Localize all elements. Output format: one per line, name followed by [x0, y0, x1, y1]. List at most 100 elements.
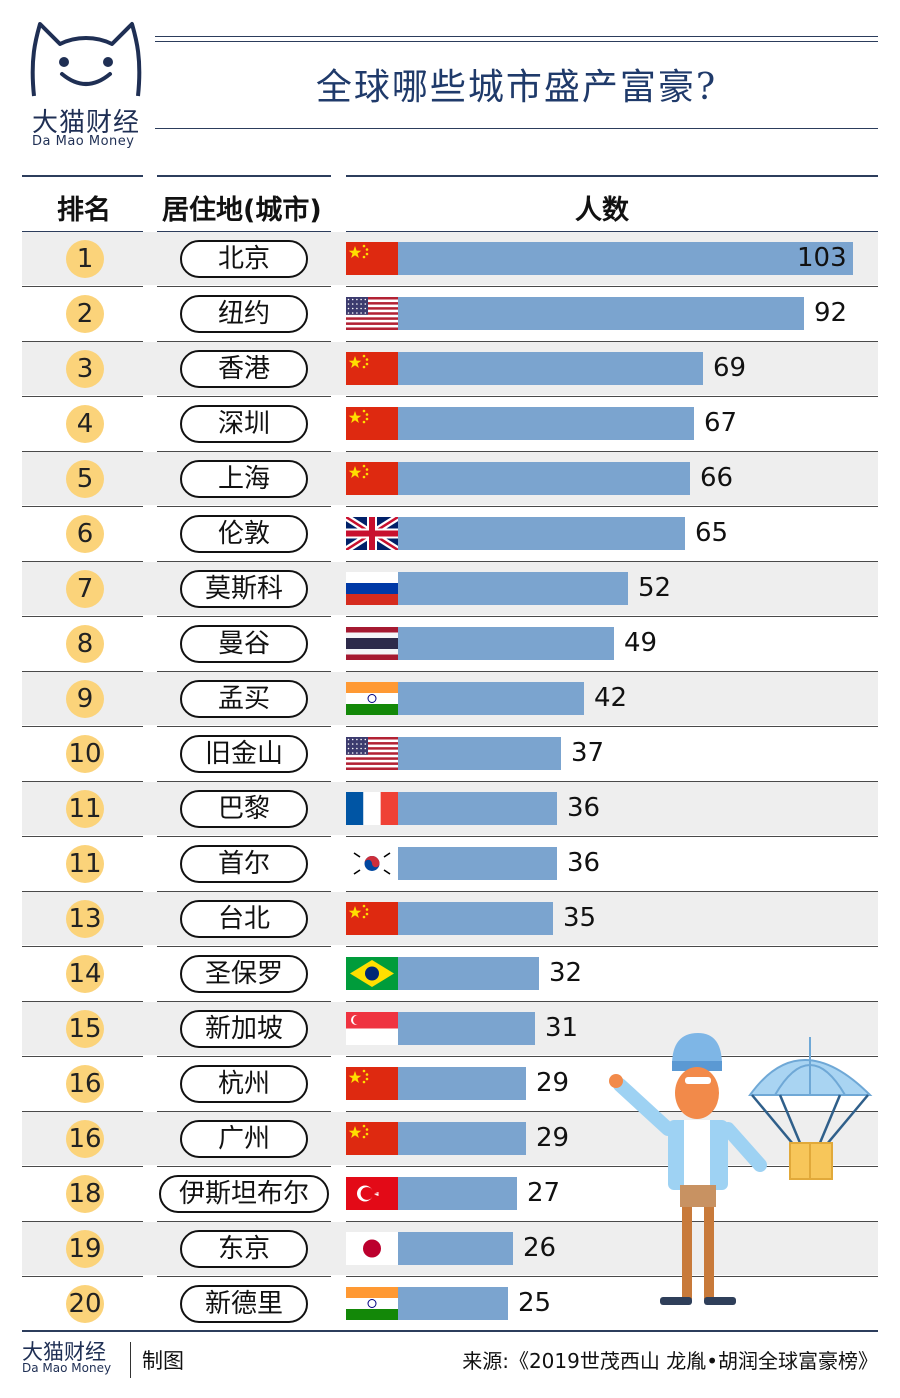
row-separator: [346, 671, 878, 672]
rank-badge: 2: [66, 295, 104, 333]
value-label: 65: [695, 518, 729, 548]
rank-badge: 7: [66, 570, 104, 608]
city-label: 新德里: [180, 1285, 308, 1323]
row-separator: [22, 451, 143, 452]
header-rule-rank: [22, 175, 143, 177]
row-separator: [157, 891, 331, 892]
row-separator: [157, 561, 331, 562]
value-bar: [398, 957, 539, 990]
row-separator: [346, 836, 878, 837]
value-label: 32: [549, 958, 583, 988]
row-separator: [22, 341, 143, 342]
row-separator: [346, 1166, 878, 1167]
row-separator: [346, 451, 878, 452]
value-bar: [398, 517, 685, 550]
city-label: 首尔: [180, 845, 308, 883]
rank-badge: 19: [66, 1230, 104, 1268]
china-flag-icon: [346, 1122, 398, 1155]
row-separator: [22, 1001, 143, 1002]
row-separator: [346, 1276, 878, 1277]
city-label: 新加坡: [180, 1010, 308, 1048]
brand-logo: 大猫财经 Da Mao Money: [18, 18, 158, 149]
header-count: 人数: [575, 195, 629, 226]
china-flag-icon: [346, 352, 398, 385]
row-separator: [157, 946, 331, 947]
india-flag-icon: [346, 682, 398, 715]
row-separator: [157, 1166, 331, 1167]
row-separator: [22, 726, 143, 727]
value-label: 25: [518, 1288, 552, 1318]
brazil-flag-icon: [346, 957, 398, 990]
china-flag-icon: [346, 407, 398, 440]
value-label: 67: [704, 408, 738, 438]
row-separator: [346, 1221, 878, 1222]
header-city: 居住地(城市): [162, 195, 322, 226]
rank-badge: 3: [66, 350, 104, 388]
rank-badge: 4: [66, 405, 104, 443]
value-bar: [398, 1067, 526, 1100]
row-separator: [157, 396, 331, 397]
city-label: 莫斯科: [180, 570, 308, 608]
value-label: 49: [624, 628, 658, 658]
city-label: 纽约: [180, 295, 308, 333]
row-separator: [22, 1221, 143, 1222]
row-separator: [22, 616, 143, 617]
header-rule-city: [157, 175, 331, 177]
row-separator: [157, 451, 331, 452]
footer-divider: [130, 1342, 131, 1378]
city-label: 广州: [180, 1120, 308, 1158]
footer-rule: [22, 1330, 878, 1332]
value-bar: [398, 352, 703, 385]
row-separator: [157, 616, 331, 617]
india-flag-icon: [346, 1287, 398, 1320]
row-separator: [157, 726, 331, 727]
value-bar: [398, 1177, 517, 1210]
value-label: 36: [567, 793, 601, 823]
row-separator: [22, 946, 143, 947]
rank-badge: 20: [66, 1285, 104, 1323]
row-separator: [346, 891, 878, 892]
brand-name-en: Da Mao Money: [32, 134, 135, 149]
row-separator: [22, 1111, 143, 1112]
footer-brand-en: Da Mao Money: [22, 1361, 112, 1375]
china-flag-icon: [346, 462, 398, 495]
china-flag-icon: [346, 242, 398, 275]
row-separator: [22, 781, 143, 782]
rank-badge: 8: [66, 625, 104, 663]
turkey-flag-icon: [346, 1177, 398, 1210]
rank-badge: 5: [66, 460, 104, 498]
singapore-flag-icon: [346, 1012, 398, 1045]
city-label: 台北: [180, 900, 308, 938]
footer-made-by: 制图: [142, 1349, 184, 1373]
value-label: 103: [797, 243, 847, 273]
value-label: 27: [527, 1178, 561, 1208]
city-label: 曼谷: [180, 625, 308, 663]
rank-badge: 18: [66, 1175, 104, 1213]
city-label: 上海: [180, 460, 308, 498]
row-separator: [22, 561, 143, 562]
china-flag-icon: [346, 1067, 398, 1100]
row-separator: [22, 836, 143, 837]
city-label: 旧金山: [180, 735, 308, 773]
value-bar: [398, 792, 557, 825]
row-separator: [346, 781, 878, 782]
value-bar: [398, 297, 804, 330]
value-label: 42: [594, 683, 628, 713]
value-label: 52: [638, 573, 672, 603]
row-separator: [157, 1056, 331, 1057]
value-bar: [398, 1287, 508, 1320]
city-label: 杭州: [180, 1065, 308, 1103]
title-rule-top: [155, 36, 878, 37]
value-bar: [398, 1232, 513, 1265]
value-bar: [398, 902, 553, 935]
value-label: 29: [536, 1123, 570, 1153]
value-bar: [398, 462, 690, 495]
value-bar: [398, 1012, 535, 1045]
value-bar: [398, 682, 584, 715]
rank-badge: 16: [66, 1065, 104, 1103]
value-label: 31: [545, 1013, 579, 1043]
row-separator: [346, 1056, 878, 1057]
row-separator: [346, 1001, 878, 1002]
row-separator: [157, 1001, 331, 1002]
row-separator: [346, 506, 878, 507]
